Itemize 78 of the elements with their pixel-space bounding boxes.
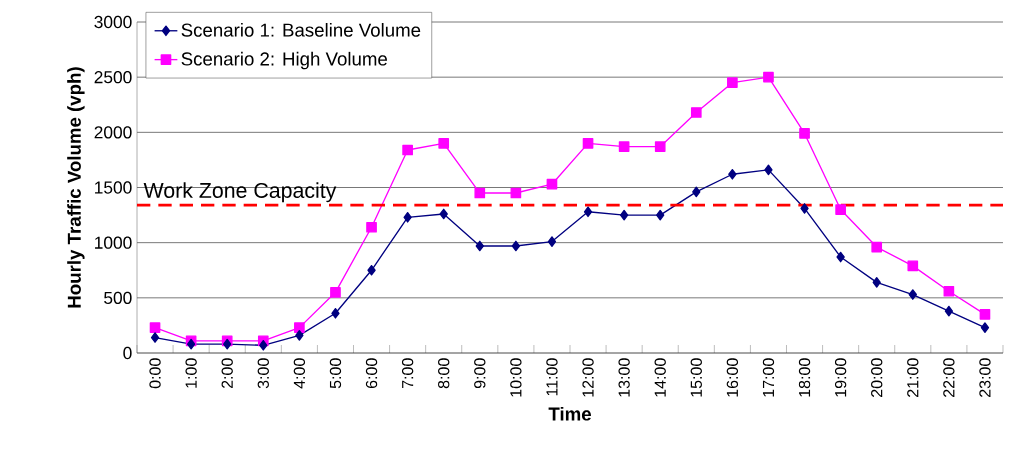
y-tick-label: 1000 [95,236,132,249]
point [690,107,702,118]
y-tick-label: 500 [104,291,132,304]
x-tick-label: 0:00 [149,358,161,389]
x-tick-label: 16:00 [726,358,739,397]
point [656,209,665,221]
point [980,322,990,333]
x-tick-label: 4:00 [293,358,306,389]
point [692,186,701,198]
x-tick-label: 17:00 [762,358,775,397]
point [979,309,991,320]
point [294,322,305,333]
point [618,141,630,153]
x-tick-label: 11:00 [546,358,558,396]
point [871,241,883,253]
x-tick-label: 7:00 [401,358,414,389]
point [474,187,486,199]
point [728,168,737,180]
point [439,208,448,220]
point [403,211,412,223]
point [835,204,846,215]
point [367,264,376,276]
x-tick-label: 21:00 [907,358,919,397]
point [259,339,268,351]
x-tick-label: 13:00 [618,358,630,397]
point [836,251,845,263]
point [654,141,666,153]
point [438,138,450,149]
legend-label: Scenario 2: High Volume [181,51,388,70]
x-tick-label: 10:00 [510,358,522,397]
y-tick-label: 3000 [94,15,132,29]
x-tick-label: 22:00 [943,358,955,397]
point [619,209,629,221]
x-tick-label: 5:00 [329,358,342,389]
point [295,330,304,341]
point [872,277,881,288]
x-tick-label: 12:00 [582,358,594,397]
point [331,307,340,319]
point [366,221,377,233]
point [799,128,810,139]
x-tick-label: 15:00 [690,358,702,397]
x-tick-label: 9:00 [474,358,486,389]
y-tick-label: 1500 [95,181,132,194]
x-tick-label: 20:00 [871,358,883,397]
x-tick-label: 19:00 [834,358,847,397]
point [763,71,774,83]
y-tick-label: 2500 [94,71,132,84]
y-axis-title: Hourly Traffic Volume (vph) [67,67,85,308]
legend-label: Scenario 1: Baseline Volume [181,23,421,37]
x-tick-label: 8:00 [438,358,450,389]
ref-line-label: Work Zone Capacity [143,182,337,203]
point [546,178,558,190]
x-tick-label: 23:00 [979,358,991,397]
point [908,289,917,300]
y-tick-label: 0 [123,346,132,360]
point [764,164,773,176]
x-tick-label: 18:00 [798,358,811,397]
point [582,138,594,149]
point [475,240,484,252]
point [150,332,160,343]
y-tick-label: 2000 [94,126,132,139]
point [727,77,738,89]
point [547,236,557,247]
point [330,286,341,298]
point [907,260,919,272]
point [511,240,521,252]
point [943,285,955,297]
point [944,305,954,317]
x-tick-label: 6:00 [365,358,378,389]
point [402,144,413,156]
x-tick-label: 3:00 [257,358,269,389]
x-tick-label: 1:00 [185,358,197,388]
x-tick-label: 14:00 [654,358,666,397]
x-tick-label: 2:00 [221,358,233,389]
point [583,206,593,218]
point [800,203,809,214]
point [149,322,161,333]
x-axis-title: Time [548,406,591,421]
